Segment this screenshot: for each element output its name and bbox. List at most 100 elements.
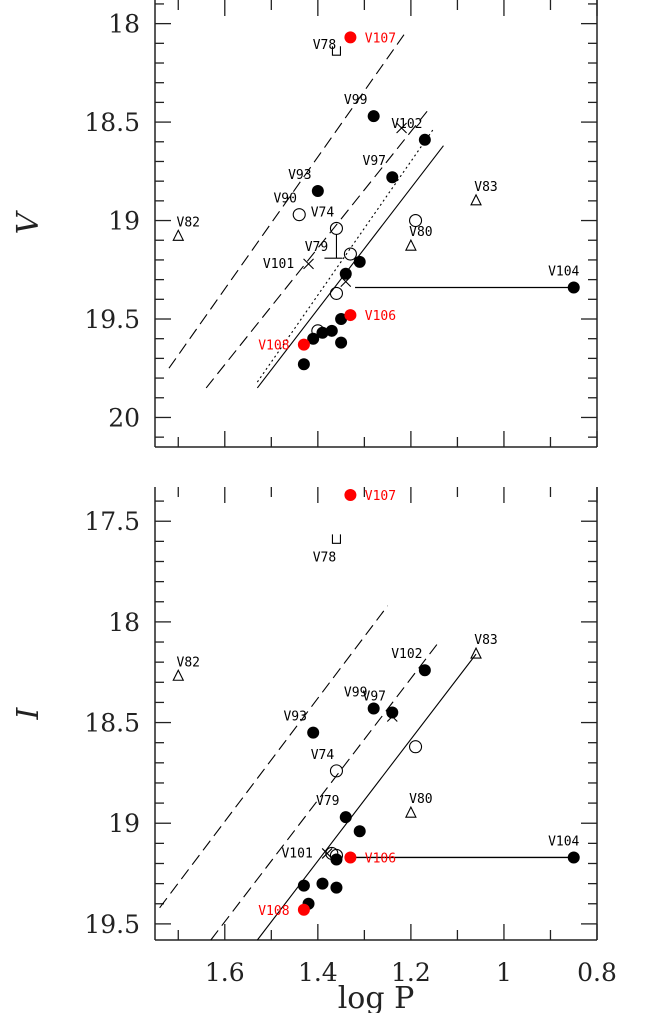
star-label: V108	[258, 904, 289, 919]
x-tick-label: 1.4	[298, 958, 338, 987]
data-point-open	[329, 286, 344, 300]
data-point-filled	[353, 825, 366, 838]
data-point-open	[292, 208, 306, 222]
data-point-red	[344, 31, 357, 44]
x-tick-label: 0.8	[577, 958, 617, 987]
data-point-open	[311, 324, 325, 338]
star-label: V79	[316, 794, 339, 809]
data-point-triangle	[470, 646, 482, 659]
star-label: V80	[409, 225, 432, 240]
y-axis-title: I	[11, 706, 46, 720]
data-point-filled	[297, 879, 310, 892]
star-label: V78	[313, 38, 336, 53]
y-tick-label: 18.5	[84, 709, 140, 738]
star-label: V107	[365, 489, 396, 504]
data-point-filled	[297, 358, 310, 371]
data-point-open	[408, 213, 423, 228]
star-label: V101	[281, 846, 312, 861]
data-point-filled	[330, 881, 343, 894]
data-point-red	[344, 309, 357, 322]
y-axis-title: V	[11, 209, 46, 234]
pl-relation-long-dash-line	[168, 31, 407, 369]
x-tick-label: 1.6	[205, 958, 245, 987]
pl-relation-long-dash-line	[205, 107, 430, 389]
pl-relation-solid-line	[256, 145, 444, 389]
data-point-filled	[307, 332, 320, 345]
star-label: V107	[365, 31, 396, 46]
y-tick-label: 19.5	[84, 305, 140, 334]
data-point-triangle	[470, 193, 482, 206]
star-label: V93	[283, 710, 306, 725]
star-label: V97	[363, 689, 386, 704]
star-label: V102	[391, 647, 422, 662]
star-label: V97	[363, 154, 386, 169]
x-tick-label: 1	[496, 958, 512, 987]
star-label: V78	[313, 550, 336, 565]
star-label: V82	[177, 215, 200, 230]
data-point-filled	[367, 702, 380, 715]
data-point-triangle	[405, 238, 417, 251]
data-point-filled	[325, 324, 338, 337]
star-label: V99	[344, 93, 367, 108]
data-point-cross	[340, 276, 352, 287]
data-point-red	[344, 489, 357, 502]
star-label: V106	[365, 309, 396, 324]
data-point-filled	[335, 313, 348, 326]
data-point-triangle	[405, 805, 417, 818]
data-point-open	[343, 247, 357, 261]
data-point-filled	[330, 853, 343, 866]
star-label: V74	[311, 205, 335, 220]
star-label: V83	[474, 180, 497, 195]
data-point-red	[344, 851, 357, 864]
y-tick-label: 19	[108, 809, 140, 838]
data-point-square	[331, 46, 342, 56]
star-label: V90	[273, 192, 296, 207]
y-tick-label: 18	[108, 10, 140, 39]
data-point-filled	[418, 664, 431, 677]
pl-relation-long-dash-line	[210, 641, 440, 941]
data-point-filled	[567, 281, 580, 294]
data-point-filled	[367, 110, 380, 123]
y-tick-label: 18	[108, 608, 140, 637]
data-point-cross	[396, 122, 407, 134]
data-point-filled	[335, 336, 348, 349]
top-panel: 18 18.5 19 19.5 20 V V99 V102 V97 V93 V104 V107 V106…	[11, 0, 598, 448]
star-label: V108	[258, 339, 289, 354]
data-point-filled	[316, 326, 329, 339]
y-tick-label: 20	[108, 403, 140, 432]
star-label: V102	[391, 117, 422, 132]
star-label: V79	[305, 240, 328, 255]
data-point-red	[297, 338, 310, 351]
star-label: V82	[177, 655, 200, 670]
star-label: V74	[311, 748, 335, 763]
data-point-filled	[339, 267, 352, 280]
data-point-cross	[303, 258, 314, 270]
y-tick-label: 19.5	[84, 910, 140, 939]
data-point-filled	[386, 706, 399, 719]
data-point-triangle	[172, 229, 185, 241]
x-tick-label: 1.2	[391, 958, 431, 987]
x-axis-title: log P	[338, 981, 415, 1013]
star-label: V106	[365, 851, 396, 866]
data-point-open	[408, 740, 423, 754]
data-point-cross	[386, 711, 398, 722]
data-point-filled	[316, 877, 329, 890]
star-label: V101	[263, 257, 294, 272]
data-point-open	[329, 848, 344, 862]
data-point-filled	[307, 726, 320, 739]
data-point-square	[331, 534, 342, 544]
star-label: V93	[288, 168, 311, 183]
star-label: V104	[548, 834, 579, 849]
data-point-cross	[321, 848, 333, 859]
data-point-red	[297, 903, 310, 916]
data-point-filled	[567, 851, 580, 864]
data-point-filled	[418, 133, 431, 146]
data-point-filled	[386, 171, 399, 184]
data-point-open	[329, 221, 344, 235]
pl-relation-solid-line	[256, 653, 477, 941]
star-label: V80	[409, 792, 432, 807]
y-tick-label: 18.5	[84, 108, 140, 137]
pl-relation-long-dash-line	[159, 605, 389, 909]
